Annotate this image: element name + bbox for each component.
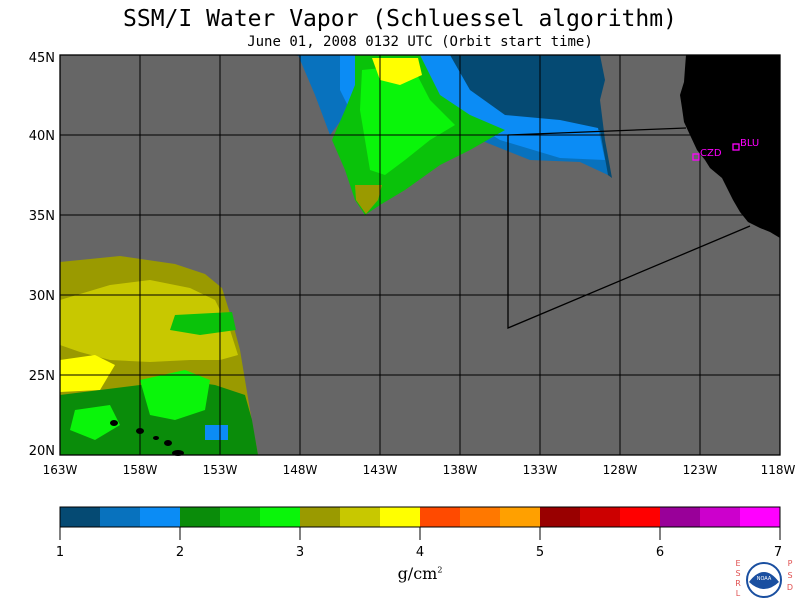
colorbar-segment-18 [740,507,781,527]
station-blu[interactable]: BLU [732,138,759,151]
lon-label-158w: 158W [123,463,158,477]
longitude-labels: 163W 158W 153W 148W 143W 138W 133W 128W … [43,463,796,477]
swath-north-bright-green [360,65,455,175]
latitude-labels: 45N 40N 35N 30N 25N 20N [29,51,55,459]
graticule [60,55,780,455]
swath-north-yellow [372,58,422,85]
colorbar-tick-4: 4 [416,545,424,560]
colorbar-segment-17 [700,507,741,527]
north-america-land [680,55,780,238]
colorbar-tick-3: 3 [296,545,304,560]
colorbar-tick-2: 2 [176,545,184,560]
units-exponent: 2 [437,565,443,575]
colorbar-tick-marks [59,527,781,540]
map-frame [59,54,781,456]
colorbar-segment-10 [420,507,461,527]
station-czd[interactable]: CZD [692,148,722,161]
lon-label-128w: 128W [603,463,638,477]
lat-label-45n: 45N [29,51,55,66]
swath-south-lightblue [205,425,228,440]
lon-label-153w: 153W [203,463,238,477]
lat-label-35n: 35N [29,209,55,224]
swath-south-bright-green-2 [70,405,120,440]
station-blu-label: BLU [740,138,759,149]
swath-south-yellow [60,355,115,392]
swath-south-bright-green [140,370,210,420]
colorbar-segment-12 [500,507,541,527]
colorbar-segment-15 [620,507,661,527]
colorbar-tick-1: 1 [56,545,64,560]
colorbar-segment-8 [340,507,381,527]
colorbar-segment-11 [460,507,501,527]
lat-label-20n: 20N [29,444,55,459]
logo-letter-l: L [736,589,741,598]
region-outline-top [507,127,687,136]
colorbar-tick-6: 6 [656,545,664,560]
station-czd-marker [692,153,700,161]
noaa-esrl-psd-logo: E S R L NOAA P S D [735,559,793,598]
swath-north-light-2 [420,55,605,160]
lat-label-30n: 30N [29,289,55,304]
colorbar-segment-9 [380,507,421,527]
colorbar-segment-3 [140,507,181,527]
colorbar-segment-5 [220,507,261,527]
logo-letter-r: R [735,579,741,588]
region-outline [507,135,751,329]
colorbar-units: g/cm2 [0,564,800,583]
logo-letter-d: D [787,583,793,592]
colorbar-segment-1 [60,507,101,527]
lon-label-148w: 148W [283,463,318,477]
lon-label-123w: 123W [683,463,718,477]
colorbar [60,507,781,527]
colorbar-segment-6 [260,507,301,527]
lon-label-163w: 163W [43,463,78,477]
logo-letter-s: S [735,569,740,578]
lat-label-40n: 40N [29,129,55,144]
lon-label-133w: 133W [523,463,558,477]
logo-letter-p: P [788,559,793,568]
colorbar-segment-13 [540,507,581,527]
lon-label-118w: 118W [761,463,796,477]
colorbar-segment-4 [180,507,221,527]
units-base: g/cm [397,564,438,583]
colorbar-tick-5: 5 [536,545,544,560]
colorbar-segment-14 [580,507,621,527]
lon-label-138w: 138W [443,463,478,477]
colorbar-segment-7 [300,507,341,527]
colorbar-segment-16 [660,507,701,527]
noaa-bird-icon [749,572,779,589]
swath-north-olive [355,185,382,214]
noaa-text: NOAA [757,576,772,582]
map-subtitle: June 01, 2008 0132 UTC (Orbit start time… [247,34,593,50]
colorbar-ticks: 1 2 3 4 5 6 7 [56,545,782,560]
lat-label-25n: 25N [29,369,55,384]
swath-south-lightolive [60,280,238,362]
station-czd-label: CZD [700,148,722,159]
colorbar-segment-2 [100,507,141,527]
map-title: SSM/I Water Vapor (Schluessel algorithm) [123,6,677,32]
station-blu-marker [732,143,740,151]
lon-label-143w: 143W [363,463,398,477]
logo-letter-s2: S [787,571,792,580]
colorbar-tick-7: 7 [774,545,782,560]
logo-letter-e: E [735,559,740,568]
